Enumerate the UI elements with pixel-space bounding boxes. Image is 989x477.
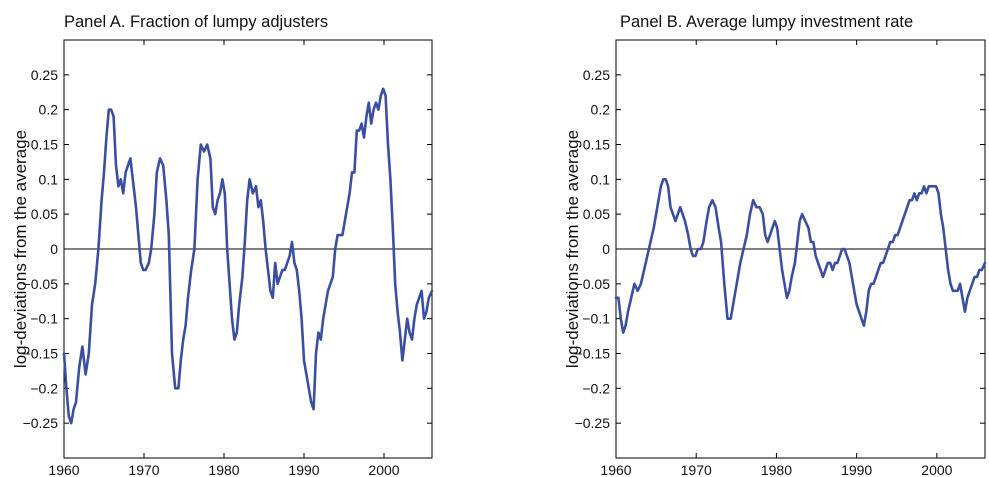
y-tick-label: −0.25 [23, 415, 59, 431]
y-tick-label: 0.15 [31, 137, 58, 153]
y-tick-label: 0.05 [31, 206, 58, 222]
y-tick-label: −0.15 [575, 346, 611, 362]
x-tick-label: 1970 [681, 462, 712, 477]
y-tick-label: −0.1 [582, 311, 610, 327]
y-tick-label: −0.2 [582, 380, 610, 396]
y-tick-label: −0.1 [30, 311, 58, 327]
panel-b: Panel B. Average lumpy investment rate lo… [563, 13, 987, 477]
y-tick-label: 0.25 [583, 67, 610, 83]
y-tick-label: 0.25 [31, 67, 58, 83]
y-tick-label: 0 [602, 241, 610, 257]
x-tick-label: 1980 [761, 462, 792, 477]
y-tick-label: 0.2 [39, 102, 59, 118]
panel-a: Panel A. Fraction of lumpy adjusters log-… [11, 13, 434, 477]
panel-title: Panel B. Average lumpy investment rate [620, 13, 913, 31]
y-tick-label: 0.15 [583, 137, 610, 153]
x-tick-label: 1990 [841, 462, 872, 477]
y-tick-label: −0.2 [30, 380, 58, 396]
y-tick-label: 0.1 [591, 171, 611, 187]
y-tick-label: 0 [50, 241, 58, 257]
y-axis-label: log-deviations from the average [563, 130, 582, 368]
y-tick-label: 0.05 [583, 206, 610, 222]
y-tick-label: 0.1 [39, 171, 59, 187]
series-line [614, 178, 987, 334]
panel-title: Panel A. Fraction of lumpy adjusters [64, 13, 328, 31]
y-tick-label: −0.25 [575, 415, 611, 431]
x-tick-label: 1960 [48, 462, 79, 477]
y-tick-label: −0.15 [23, 346, 59, 362]
x-tick-label: 1960 [600, 462, 631, 477]
y-tick-label: 0.2 [591, 102, 611, 118]
series-line [62, 87, 434, 425]
x-tick-label: 2000 [368, 462, 399, 477]
x-tick-label: 1970 [128, 462, 159, 477]
x-tick-label: 1990 [288, 462, 319, 477]
y-tick-label: −0.05 [575, 276, 611, 292]
x-tick-label: 1980 [208, 462, 239, 477]
x-tick-label: 2000 [921, 462, 952, 477]
y-tick-label: −0.05 [23, 276, 59, 292]
y-axis-label: log-deviations from the average [11, 130, 30, 368]
